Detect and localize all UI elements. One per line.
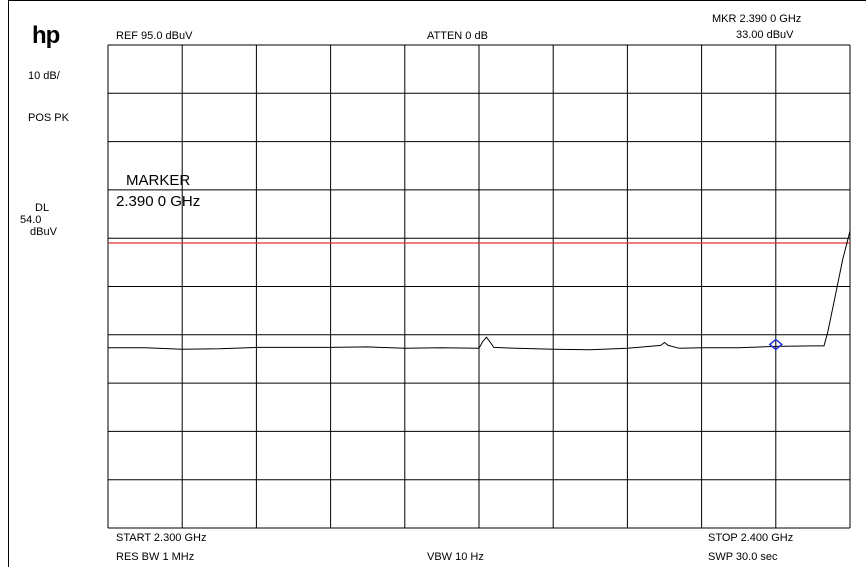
attenuation-label: ATTEN 0 dB [427,30,488,42]
hp-logo: hp [32,22,60,49]
top-frame-line [8,0,866,1]
display-line-unit: dBuV [30,226,57,238]
scale-label: 10 dB/ [28,70,60,82]
marker-amplitude-readout: 33.00 dBuV [736,29,794,41]
detector-label: POS PK [28,112,69,124]
left-frame-line [8,0,9,567]
marker-annotation-frequency: 2.390 0 GHz [116,193,201,210]
spectrum-trace [108,230,851,351]
ref-level-label: REF 95.0 dBuV [116,30,193,42]
resolution-bandwidth-label: RES BW 1 MHz [116,551,195,563]
start-frequency-label: START 2.300 GHz [116,532,207,544]
display-line-value: 54.0 [20,214,42,226]
sweep-time-label: SWP 30.0 sec [708,551,778,563]
marker-frequency-readout: MKR 2.390 0 GHz [712,13,802,25]
display-line-label: DL [35,202,50,214]
stop-frequency-label: STOP 2.400 GHz [708,532,794,544]
marker-annotation-title: MARKER [126,172,191,189]
marker-diamond [768,338,783,351]
video-bandwidth-label: VBW 10 Hz [427,551,484,563]
